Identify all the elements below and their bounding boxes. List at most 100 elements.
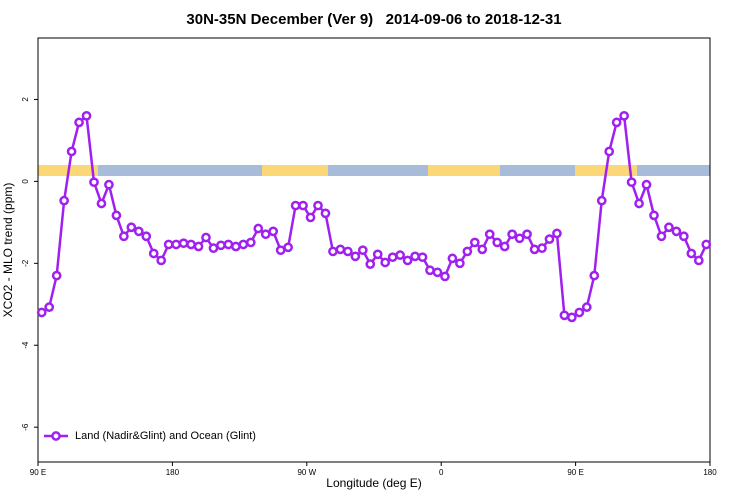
data-point: [81, 110, 92, 121]
data-point: [567, 312, 577, 323]
data-point: [589, 270, 600, 281]
data-point: [245, 237, 256, 248]
data-point: [275, 245, 286, 256]
data-point: [216, 240, 226, 251]
series-line: [41, 113, 708, 319]
y-tick-label: -6: [21, 423, 30, 431]
data-point: [260, 229, 271, 240]
data-point: [387, 252, 398, 263]
data-point: [335, 244, 346, 255]
data-point: [156, 255, 167, 266]
data-point: [201, 232, 211, 243]
y-tick-label: 0: [21, 179, 30, 184]
data-point: [581, 302, 592, 312]
data-point: [402, 255, 413, 266]
data-point: [313, 200, 323, 211]
data-point: [268, 226, 279, 237]
data-point: [253, 223, 264, 234]
data-point: [671, 226, 682, 237]
data-point: [544, 234, 555, 244]
data-point: [298, 200, 308, 211]
data-point: [686, 248, 697, 259]
x-tick-label: 180: [703, 468, 717, 477]
legend-marker: [51, 431, 61, 441]
data-point: [537, 243, 547, 254]
data-point: [559, 310, 570, 321]
x-tick-label: 90 E: [30, 468, 46, 477]
y-axis-label: XCO2 - MLO trend (ppm): [1, 183, 15, 318]
data-point: [432, 267, 443, 278]
data-point: [410, 251, 420, 262]
data-point: [305, 212, 316, 223]
data-point: [238, 239, 249, 250]
data-point: [701, 239, 712, 250]
data-point: [283, 242, 293, 253]
data-point: [36, 307, 47, 318]
data-point: [477, 244, 488, 255]
data-point: [484, 229, 495, 240]
data-point: [89, 177, 99, 188]
data-point: [507, 229, 517, 240]
y-tick-label: -4: [21, 341, 30, 349]
data-point: [208, 243, 219, 254]
data-point: [44, 302, 55, 312]
data-point: [59, 195, 69, 206]
data-point: [604, 146, 615, 157]
data-point: [693, 255, 704, 266]
land-band: [262, 165, 328, 176]
data-point: [104, 179, 114, 190]
data-point: [141, 231, 152, 242]
plot-frame: [37, 37, 711, 463]
x-tick-label: 90 E: [567, 468, 583, 477]
data-point: [656, 231, 667, 242]
data-point: [357, 245, 368, 256]
data-point: [462, 246, 473, 257]
data-point: [634, 198, 644, 209]
data-point: [611, 117, 622, 128]
data-point: [328, 246, 338, 257]
y-tick-label: 2: [21, 97, 30, 102]
data-point: [66, 146, 77, 157]
data-point: [574, 307, 585, 318]
data-point: [380, 257, 391, 268]
data-point: [425, 265, 435, 276]
y-tick-label: -2: [21, 259, 30, 267]
data-point: [119, 231, 129, 242]
data-point: [148, 248, 159, 259]
data-point: [350, 251, 361, 262]
data-point: [290, 200, 301, 211]
data-point: [641, 179, 652, 190]
ocean-band: [38, 165, 710, 176]
data-point: [455, 258, 465, 269]
data-point: [529, 244, 540, 255]
data-point: [111, 210, 122, 221]
data-point: [372, 249, 383, 260]
data-point: [178, 238, 189, 249]
data-point: [417, 252, 428, 263]
data-point: [193, 241, 204, 252]
data-point: [223, 239, 234, 250]
data-point: [163, 239, 174, 250]
data-point: [447, 253, 458, 264]
data-point: [320, 208, 331, 219]
data-point: [679, 231, 689, 242]
data-point: [552, 228, 562, 239]
data-point: [126, 222, 137, 233]
data-point: [619, 110, 629, 121]
data-point: [469, 237, 480, 248]
x-tick-label: 0: [439, 468, 444, 477]
data-point: [596, 195, 607, 206]
data-point: [499, 241, 510, 252]
data-point: [365, 259, 376, 269]
data-point: [514, 233, 525, 244]
data-point: [74, 117, 84, 128]
data-point: [395, 250, 405, 260]
chart-title: 30N-35N December (Ver 9) 2014-09-06 to 2…: [186, 11, 561, 28]
data-point: [492, 237, 503, 248]
data-point: [343, 246, 353, 257]
data-point: [664, 222, 674, 233]
data-point: [186, 239, 196, 250]
data-point: [440, 271, 450, 282]
data-point: [133, 226, 144, 237]
